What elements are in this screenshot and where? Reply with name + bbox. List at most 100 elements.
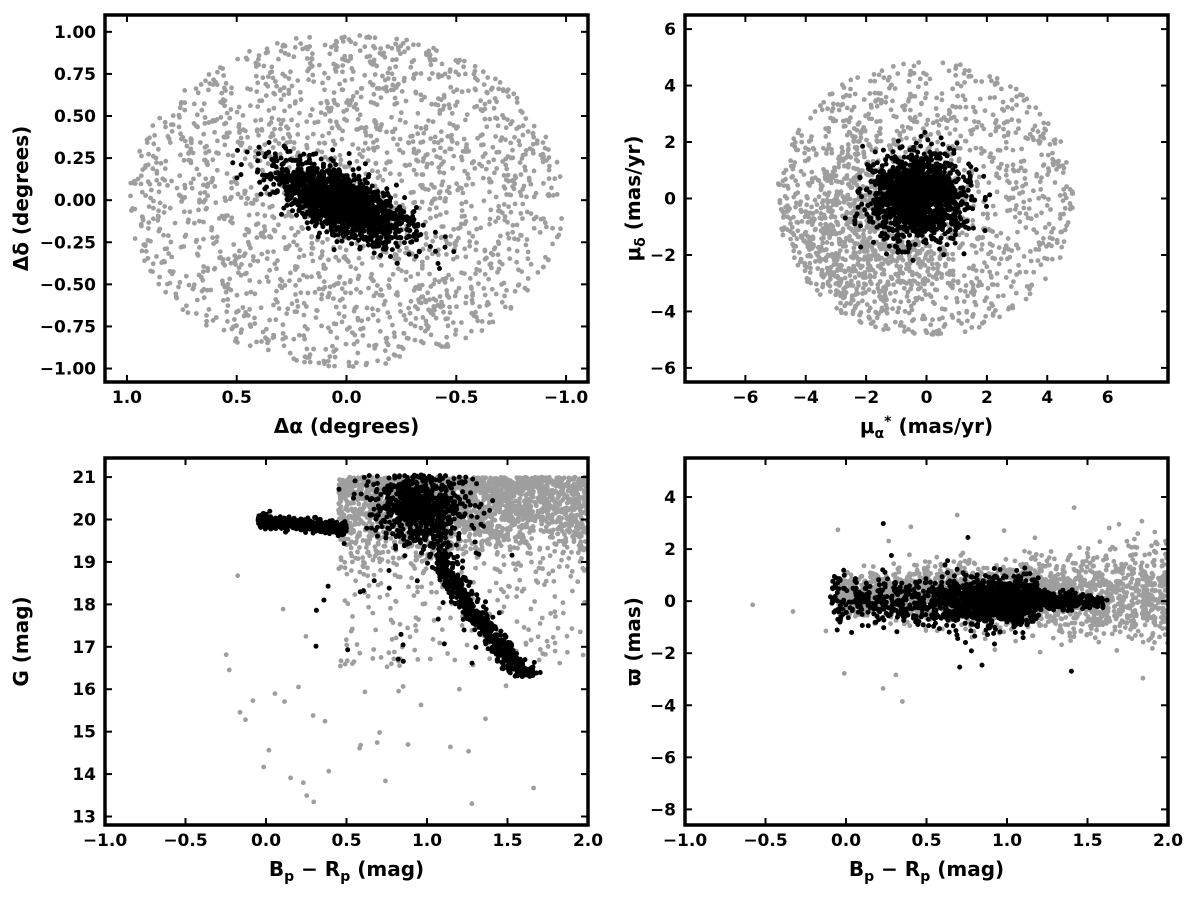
data-point [254, 89, 260, 94]
data-point [271, 249, 276, 255]
data-point [388, 171, 393, 177]
data-point [202, 190, 208, 195]
data-point [349, 241, 355, 247]
data-point [459, 185, 464, 191]
data-point [1017, 210, 1023, 216]
data-point [322, 42, 328, 48]
data-point [1005, 236, 1011, 241]
data-point [1034, 173, 1039, 179]
data-point [423, 50, 429, 56]
data-point [309, 234, 315, 239]
data-point [139, 223, 144, 229]
data-point [238, 272, 244, 278]
data-point [287, 103, 293, 109]
data-point [229, 90, 234, 96]
data-point [154, 254, 159, 259]
data-point [402, 195, 408, 201]
data-point [550, 193, 556, 198]
data-point [512, 236, 517, 242]
data-point [320, 80, 325, 86]
data-point [358, 326, 363, 332]
data-point [387, 314, 393, 320]
data-point [367, 223, 373, 229]
data-point [146, 220, 152, 226]
data-point [420, 246, 426, 252]
data-point [398, 51, 403, 57]
data-point [402, 49, 407, 55]
data-point [470, 233, 476, 239]
data-point [955, 93, 960, 99]
data-point [267, 233, 272, 239]
data-point [511, 186, 517, 192]
data-point [267, 205, 273, 210]
data-point [840, 244, 846, 249]
data-point [489, 286, 495, 292]
data-point [359, 318, 365, 324]
data-point [881, 327, 886, 332]
data-point [199, 107, 205, 113]
data-point [346, 363, 352, 369]
data-point [413, 316, 419, 321]
data-point [344, 107, 350, 113]
data-point [174, 295, 180, 301]
data-point [320, 133, 325, 139]
data-point [255, 167, 261, 173]
data-point [930, 266, 936, 271]
data-point [200, 269, 206, 275]
data-point [482, 271, 488, 277]
data-point [305, 195, 311, 201]
data-point [349, 209, 354, 215]
data-point [554, 192, 560, 197]
data-point [274, 288, 279, 294]
data-point [968, 290, 974, 295]
data-point [245, 239, 251, 245]
data-point [295, 304, 301, 309]
data-point [946, 256, 951, 262]
data-point [163, 158, 169, 164]
data-point [510, 222, 516, 228]
data-point [447, 67, 453, 72]
data-point [495, 252, 501, 258]
data-point [418, 92, 424, 98]
data-point [927, 243, 933, 249]
data-point [335, 102, 340, 108]
data-point [867, 143, 873, 149]
data-point [802, 150, 807, 156]
data-point [1034, 230, 1040, 236]
data-point [399, 89, 405, 94]
data-point [356, 173, 362, 179]
data-point [812, 109, 818, 114]
data-point [1001, 108, 1007, 113]
data-point [233, 262, 239, 267]
data-point [333, 119, 339, 125]
data-point [316, 171, 322, 177]
data-point [460, 190, 466, 196]
data-point [393, 200, 399, 206]
data-point [281, 235, 287, 240]
data-point [324, 205, 330, 211]
data-point [254, 339, 259, 345]
data-point [518, 193, 524, 199]
data-point [294, 298, 300, 304]
data-point [877, 279, 883, 285]
data-point [351, 177, 357, 183]
data-point [985, 215, 990, 221]
data-point [333, 304, 339, 310]
data-point [806, 147, 811, 153]
data-point [981, 126, 987, 132]
data-point [354, 127, 360, 132]
data-point [508, 140, 514, 146]
data-point [438, 129, 444, 135]
data-point [826, 142, 832, 148]
data-point [420, 294, 426, 299]
data-point [895, 309, 901, 315]
data-point [433, 298, 439, 303]
data-point [989, 159, 995, 165]
data-point [924, 91, 929, 96]
data-point [1016, 126, 1021, 132]
data-point [203, 176, 209, 182]
data-point [278, 276, 283, 282]
data-point [446, 184, 452, 190]
data-point [398, 110, 404, 116]
data-point [340, 69, 345, 75]
